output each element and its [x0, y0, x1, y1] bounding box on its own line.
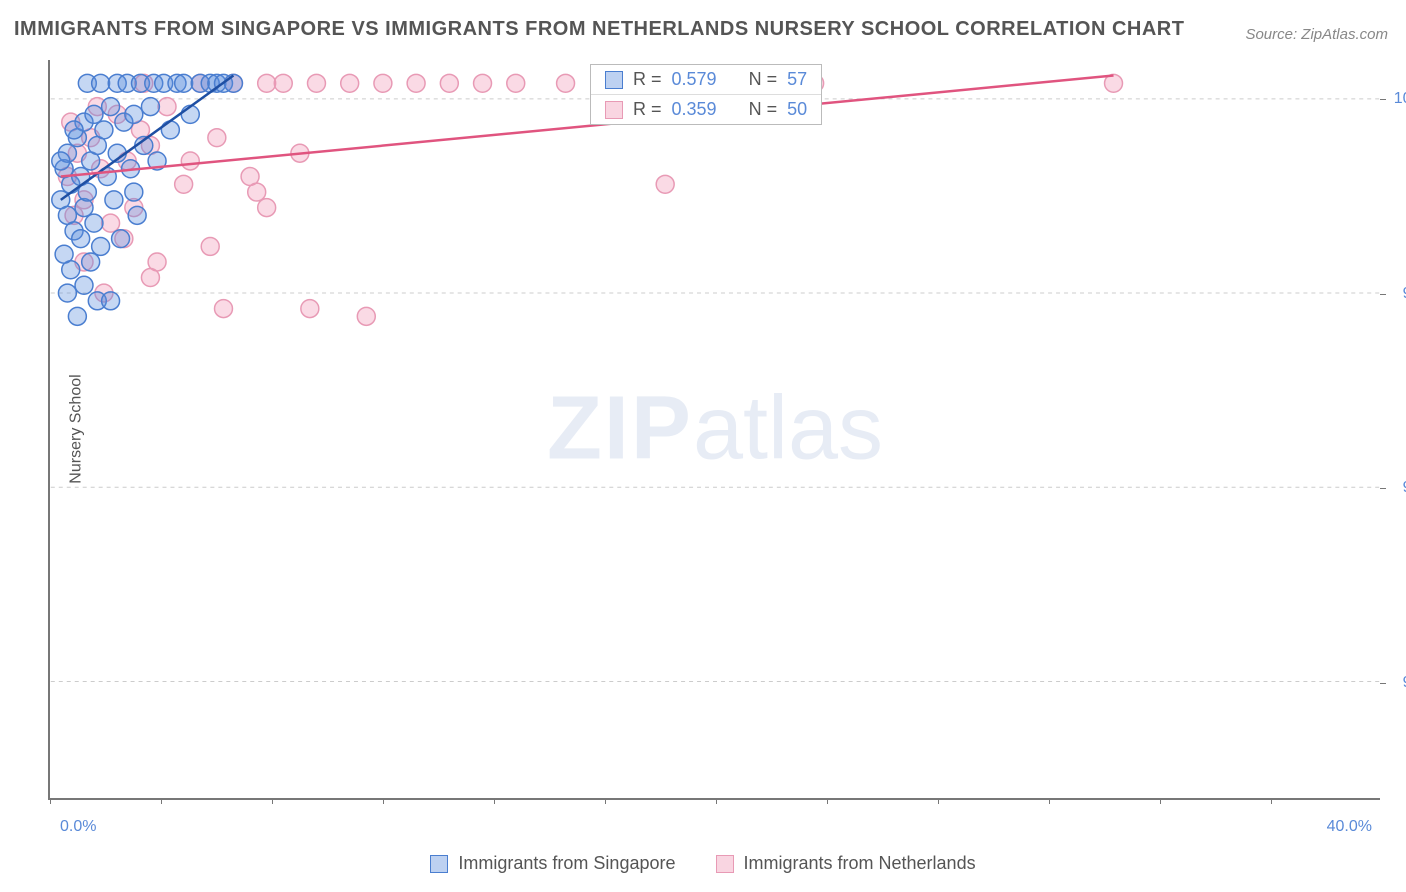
y-tick-label: 100.0%: [1394, 90, 1406, 108]
x-max-label: 40.0%: [1327, 818, 1372, 836]
plot-svg: [50, 60, 1380, 798]
x-min-label: 0.0%: [60, 818, 96, 836]
y-tick-label: 95.0%: [1403, 479, 1406, 497]
stat-row-netherlands: R = 0.359 N = 50: [591, 94, 821, 124]
legend-item-netherlands: Immigrants from Netherlands: [716, 853, 976, 874]
r-value: 0.359: [672, 99, 717, 120]
swatch-icon: [716, 855, 734, 873]
plot-area: Nursery School ZIPatlas R = 0.579 N = 57…: [48, 60, 1380, 800]
bottom-legend: Immigrants from Singapore Immigrants fro…: [0, 853, 1406, 874]
swatch-icon: [605, 101, 623, 119]
y-tick-label: 97.5%: [1403, 285, 1406, 303]
swatch-icon: [605, 71, 623, 89]
legend-item-singapore: Immigrants from Singapore: [430, 853, 675, 874]
chart-title: IMMIGRANTS FROM SINGAPORE VS IMMIGRANTS …: [14, 18, 1184, 41]
source-attribution: Source: ZipAtlas.com: [1245, 26, 1388, 43]
n-value: 57: [787, 69, 807, 90]
n-value: 50: [787, 99, 807, 120]
r-value: 0.579: [672, 69, 717, 90]
stat-row-singapore: R = 0.579 N = 57: [591, 65, 821, 94]
correlation-stats-box: R = 0.579 N = 57 R = 0.359 N = 50: [590, 64, 822, 125]
y-tick-label: 92.5%: [1403, 674, 1406, 692]
swatch-icon: [430, 855, 448, 873]
